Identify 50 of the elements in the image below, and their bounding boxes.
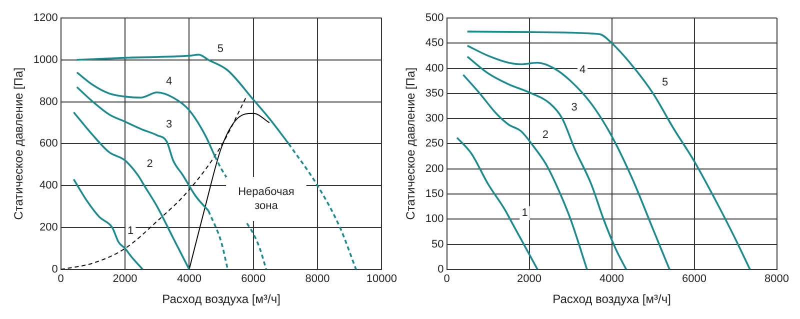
y-axis-title: Статическое давление [Па]	[12, 68, 26, 220]
y-tick-label: 1200	[33, 12, 58, 24]
y-tick-label: 400	[425, 62, 444, 74]
series-label: 1	[128, 225, 134, 238]
line-series	[72, 111, 190, 270]
series-label: 5	[217, 42, 224, 55]
x-axis-title: Расход воздуха [м³/ч]	[162, 292, 280, 306]
line-series	[466, 56, 628, 270]
y-axis-title: Статическое давление [Па]	[404, 68, 418, 220]
y-tick-label: 250	[425, 138, 444, 150]
y-tick-label: 350	[425, 87, 444, 100]
y-tick-label: 400	[40, 180, 58, 192]
y-tick-label: 150	[425, 188, 444, 200]
x-tick-label: 2000	[517, 273, 542, 286]
x-tick-label: 10000	[366, 273, 398, 286]
y-tick-label: 600	[40, 138, 58, 150]
x-tick-label: 4000	[176, 273, 202, 286]
series-label: 1	[522, 207, 528, 220]
y-tick-label: 300	[425, 112, 444, 125]
series-label: 4	[166, 75, 172, 88]
annotation: Нерабочая зона	[238, 186, 294, 212]
y-tick-label: 200	[40, 222, 58, 234]
y-tick-label: 200	[425, 162, 444, 175]
x-axis-title: Расход воздуха [м³/ч]	[552, 292, 671, 306]
line-series	[246, 222, 268, 270]
y-tick-label: 800	[40, 96, 58, 108]
y-tick-label: 1000	[33, 54, 58, 66]
line-series	[456, 136, 538, 270]
series-label: 4	[579, 64, 586, 76]
x-tick-label: 6000	[241, 273, 266, 286]
series-label: 2	[542, 129, 548, 142]
line-series	[466, 30, 751, 270]
series-label: 3	[571, 102, 578, 114]
y-tick-label: 0	[438, 263, 444, 276]
x-tick-label: 6000	[682, 273, 707, 286]
y-tick-label: 0	[52, 263, 58, 276]
x-tick-label: 4000	[600, 273, 624, 286]
x-tick-label: 2000	[112, 273, 138, 286]
series-label: 5	[662, 76, 668, 88]
line-series	[466, 44, 670, 270]
x-tick-label: 8000	[305, 273, 330, 286]
series-label: 3	[166, 118, 172, 130]
y-tick-label: 100	[425, 213, 444, 226]
series-label: 2	[146, 158, 153, 170]
line-series	[462, 74, 588, 270]
y-tick-label: 50	[432, 238, 444, 250]
y-tick-label: 450	[425, 37, 444, 50]
line-series	[72, 178, 144, 270]
y-tick-label: 500	[425, 12, 444, 24]
x-tick-label: 8000	[764, 273, 790, 286]
